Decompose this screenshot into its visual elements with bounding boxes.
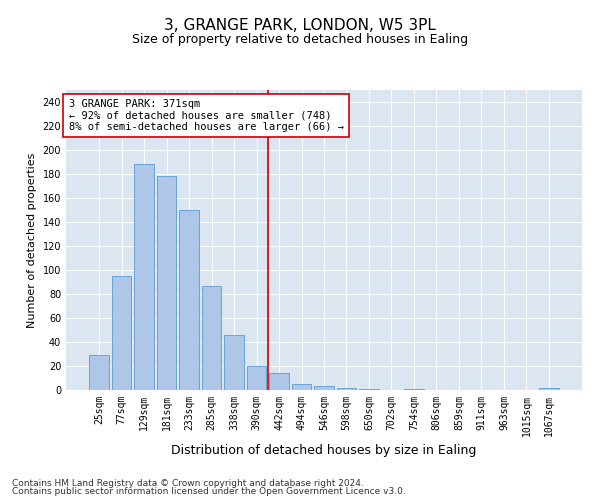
Bar — [314, 386, 334, 390]
Y-axis label: Number of detached properties: Number of detached properties — [27, 152, 37, 328]
Bar — [112, 276, 131, 390]
Text: Contains HM Land Registry data © Crown copyright and database right 2024.: Contains HM Land Registry data © Crown c… — [12, 478, 364, 488]
Bar — [179, 210, 199, 390]
Bar — [89, 355, 109, 390]
Bar — [359, 389, 379, 390]
Bar — [157, 176, 176, 390]
Bar — [292, 384, 311, 390]
Text: 3 GRANGE PARK: 371sqm
← 92% of detached houses are smaller (748)
8% of semi-deta: 3 GRANGE PARK: 371sqm ← 92% of detached … — [68, 99, 344, 132]
Bar — [224, 335, 244, 390]
Text: 3, GRANGE PARK, LONDON, W5 3PL: 3, GRANGE PARK, LONDON, W5 3PL — [164, 18, 436, 32]
Bar — [539, 388, 559, 390]
X-axis label: Distribution of detached houses by size in Ealing: Distribution of detached houses by size … — [172, 444, 476, 458]
Bar — [269, 373, 289, 390]
Bar — [337, 388, 356, 390]
Bar — [404, 389, 424, 390]
Bar — [202, 286, 221, 390]
Bar — [247, 366, 266, 390]
Text: Size of property relative to detached houses in Ealing: Size of property relative to detached ho… — [132, 32, 468, 46]
Bar — [134, 164, 154, 390]
Text: Contains public sector information licensed under the Open Government Licence v3: Contains public sector information licen… — [12, 487, 406, 496]
